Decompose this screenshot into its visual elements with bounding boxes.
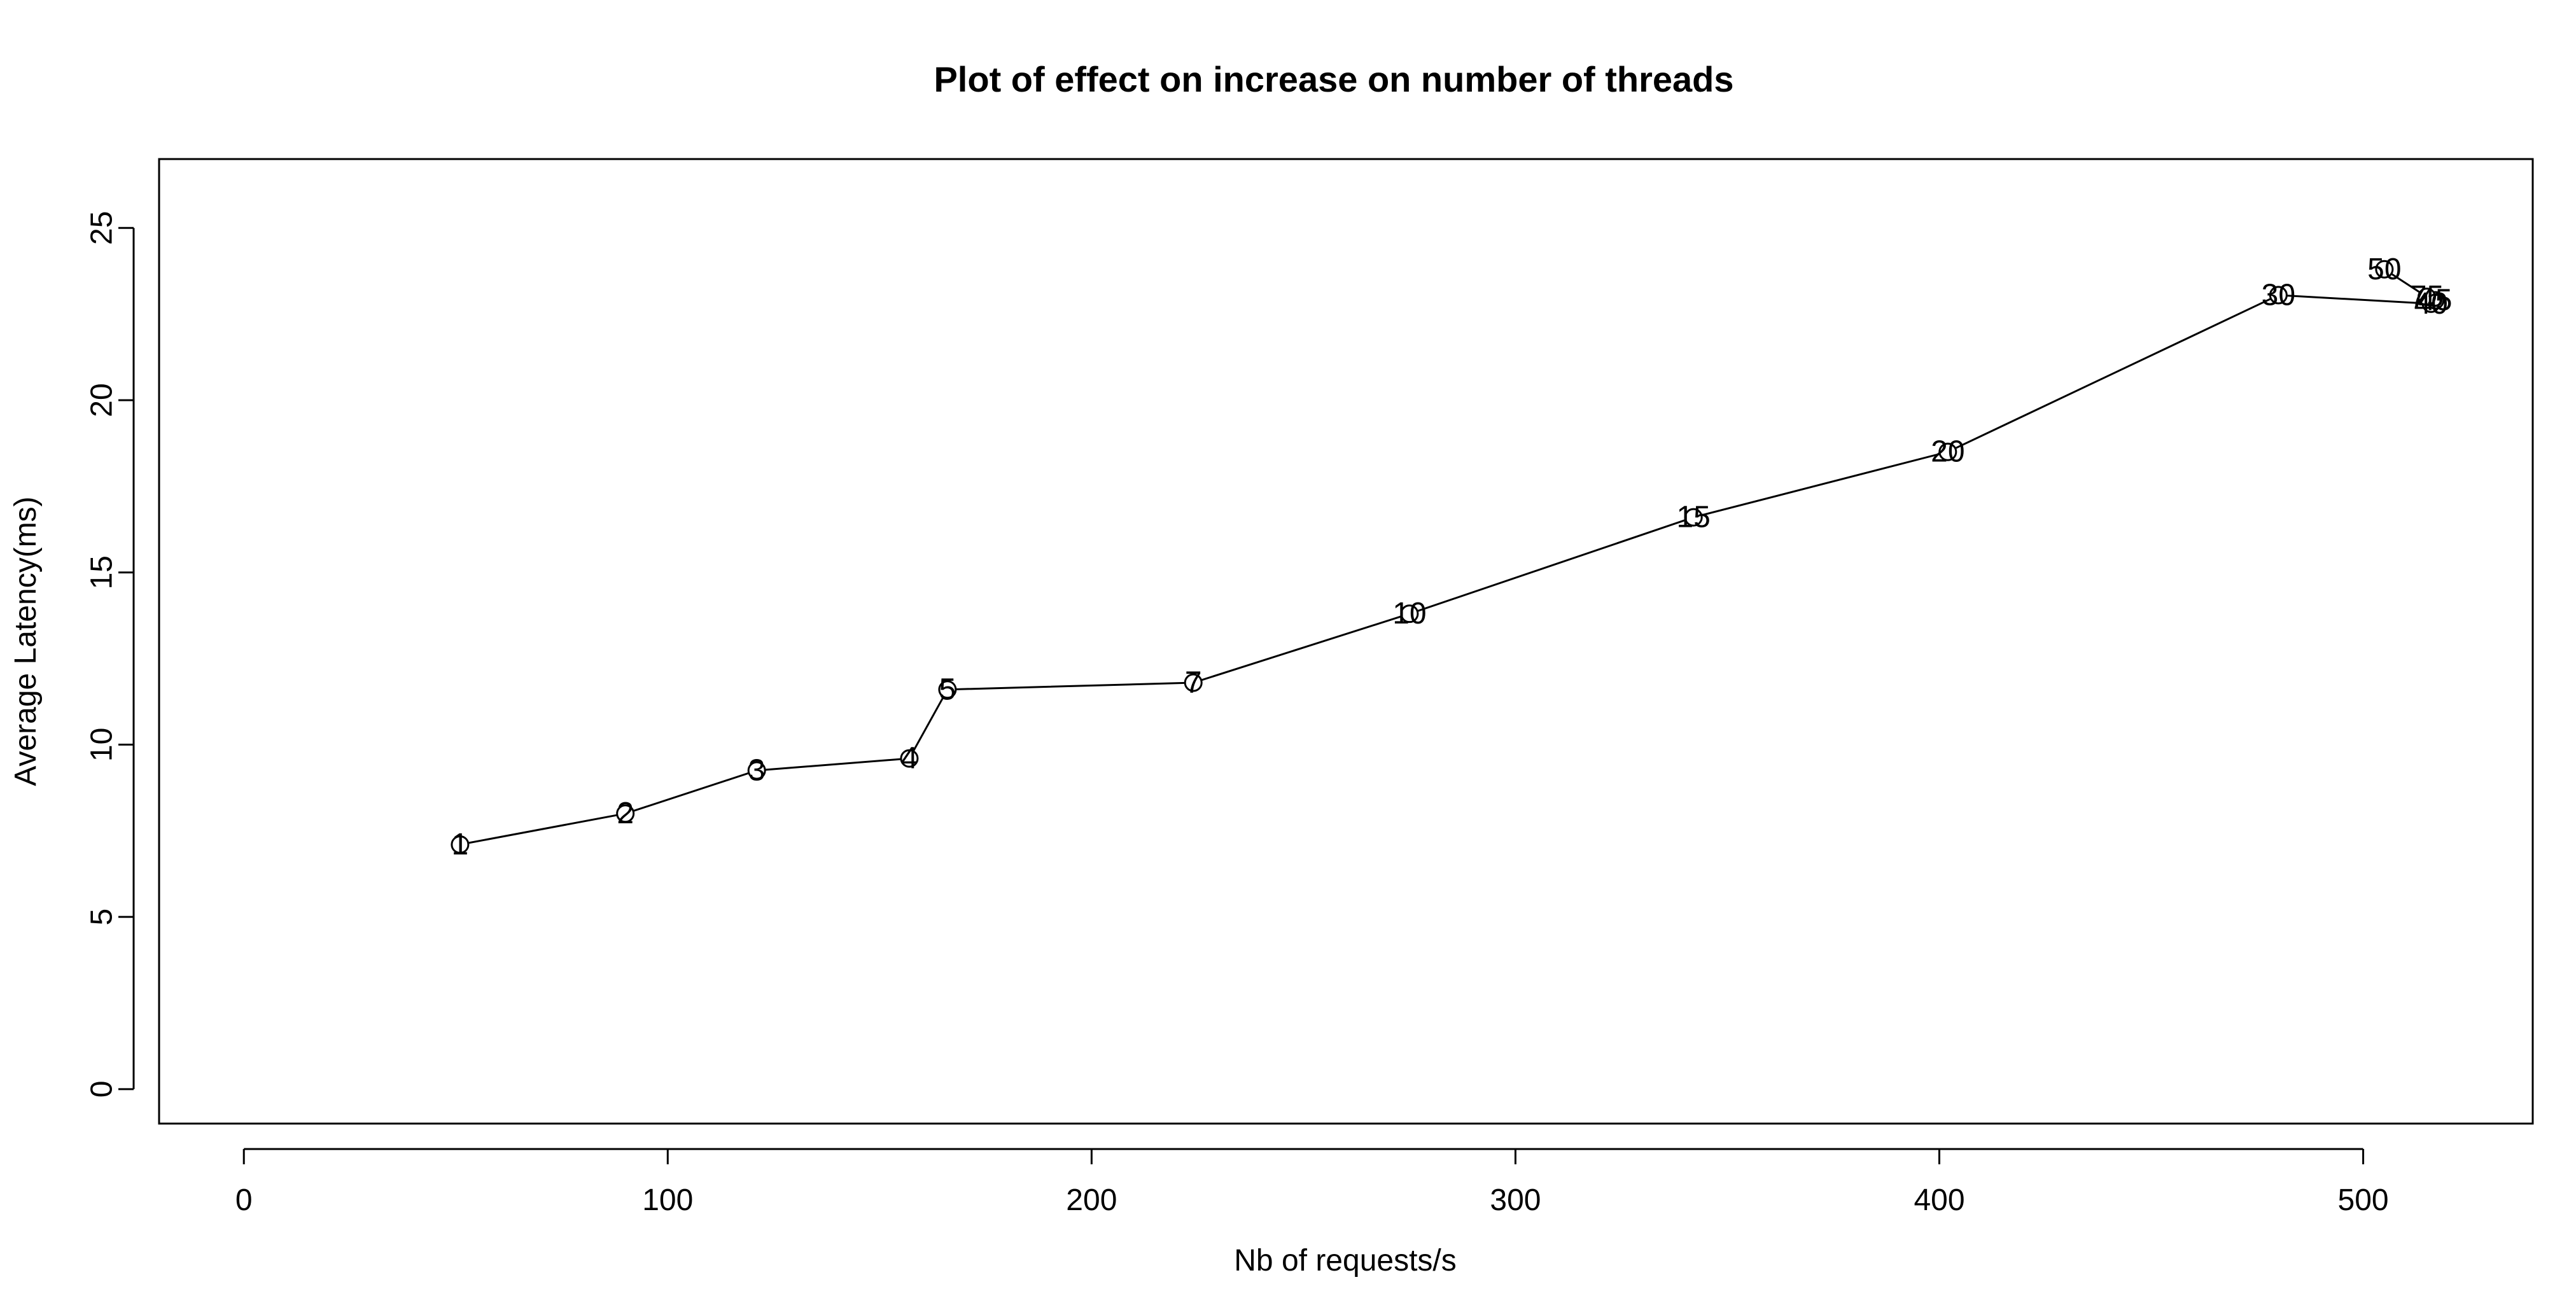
data-point [2417, 288, 2436, 307]
y-tick-label: 15 [85, 555, 119, 589]
data-point [747, 761, 766, 780]
data-point-label: 15 [1676, 501, 1710, 534]
data-point-label: 45 [2418, 283, 2452, 317]
x-tick-label: 400 [1914, 1183, 1964, 1217]
x-axis: 0 100 200 300 400 500 [235, 1148, 2389, 1217]
data-point [1684, 508, 1703, 527]
data-point [616, 804, 635, 823]
data-point-label: 50 [2367, 253, 2401, 286]
data-point-label: 2 [617, 797, 634, 830]
data-point [2269, 286, 2288, 305]
x-tick-label: 300 [1490, 1183, 1541, 1217]
y-tick-label: 5 [85, 909, 119, 926]
y-tick-label: 20 [85, 383, 119, 417]
data-point-label: 30 [2262, 278, 2295, 312]
chart-title: Plot of effect on increase on number of … [934, 59, 1733, 99]
data-point-label: 4 [901, 742, 918, 776]
y-axis: 0 5 10 15 20 25 [85, 211, 135, 1098]
data-point [938, 680, 957, 699]
y-axis-label: Average Latency(ms) [9, 496, 43, 786]
x-tick-label: 0 [235, 1183, 253, 1217]
x-tick-label: 200 [1066, 1183, 1117, 1217]
x-tick-label: 500 [2338, 1183, 2389, 1217]
data-point [451, 835, 470, 854]
data-points [451, 260, 2445, 854]
y-tick-label: 10 [85, 728, 119, 762]
plot-frame [158, 158, 2534, 1125]
data-point-label: 1 [452, 828, 469, 861]
data-point-label: 40 [2414, 287, 2447, 321]
data-point-label: 7 [1185, 665, 1202, 699]
data-point [2375, 260, 2394, 279]
data-point [1400, 604, 1419, 624]
x-axis-label: Nb of requests/s [1234, 1244, 1457, 1278]
x-tick-label: 100 [642, 1183, 693, 1217]
y-tick-label: 0 [85, 1081, 119, 1098]
data-point-label: 10 [1392, 597, 1426, 631]
data-point-label: 5 [939, 672, 956, 706]
data-point [1938, 442, 1957, 461]
y-tick-label: 25 [85, 211, 119, 245]
data-point [1184, 673, 1203, 692]
data-point-label: 75 [2410, 280, 2444, 314]
data-point [900, 749, 919, 768]
data-point-label: 20 [1931, 435, 1964, 469]
data-point-label: 3 [748, 754, 766, 788]
